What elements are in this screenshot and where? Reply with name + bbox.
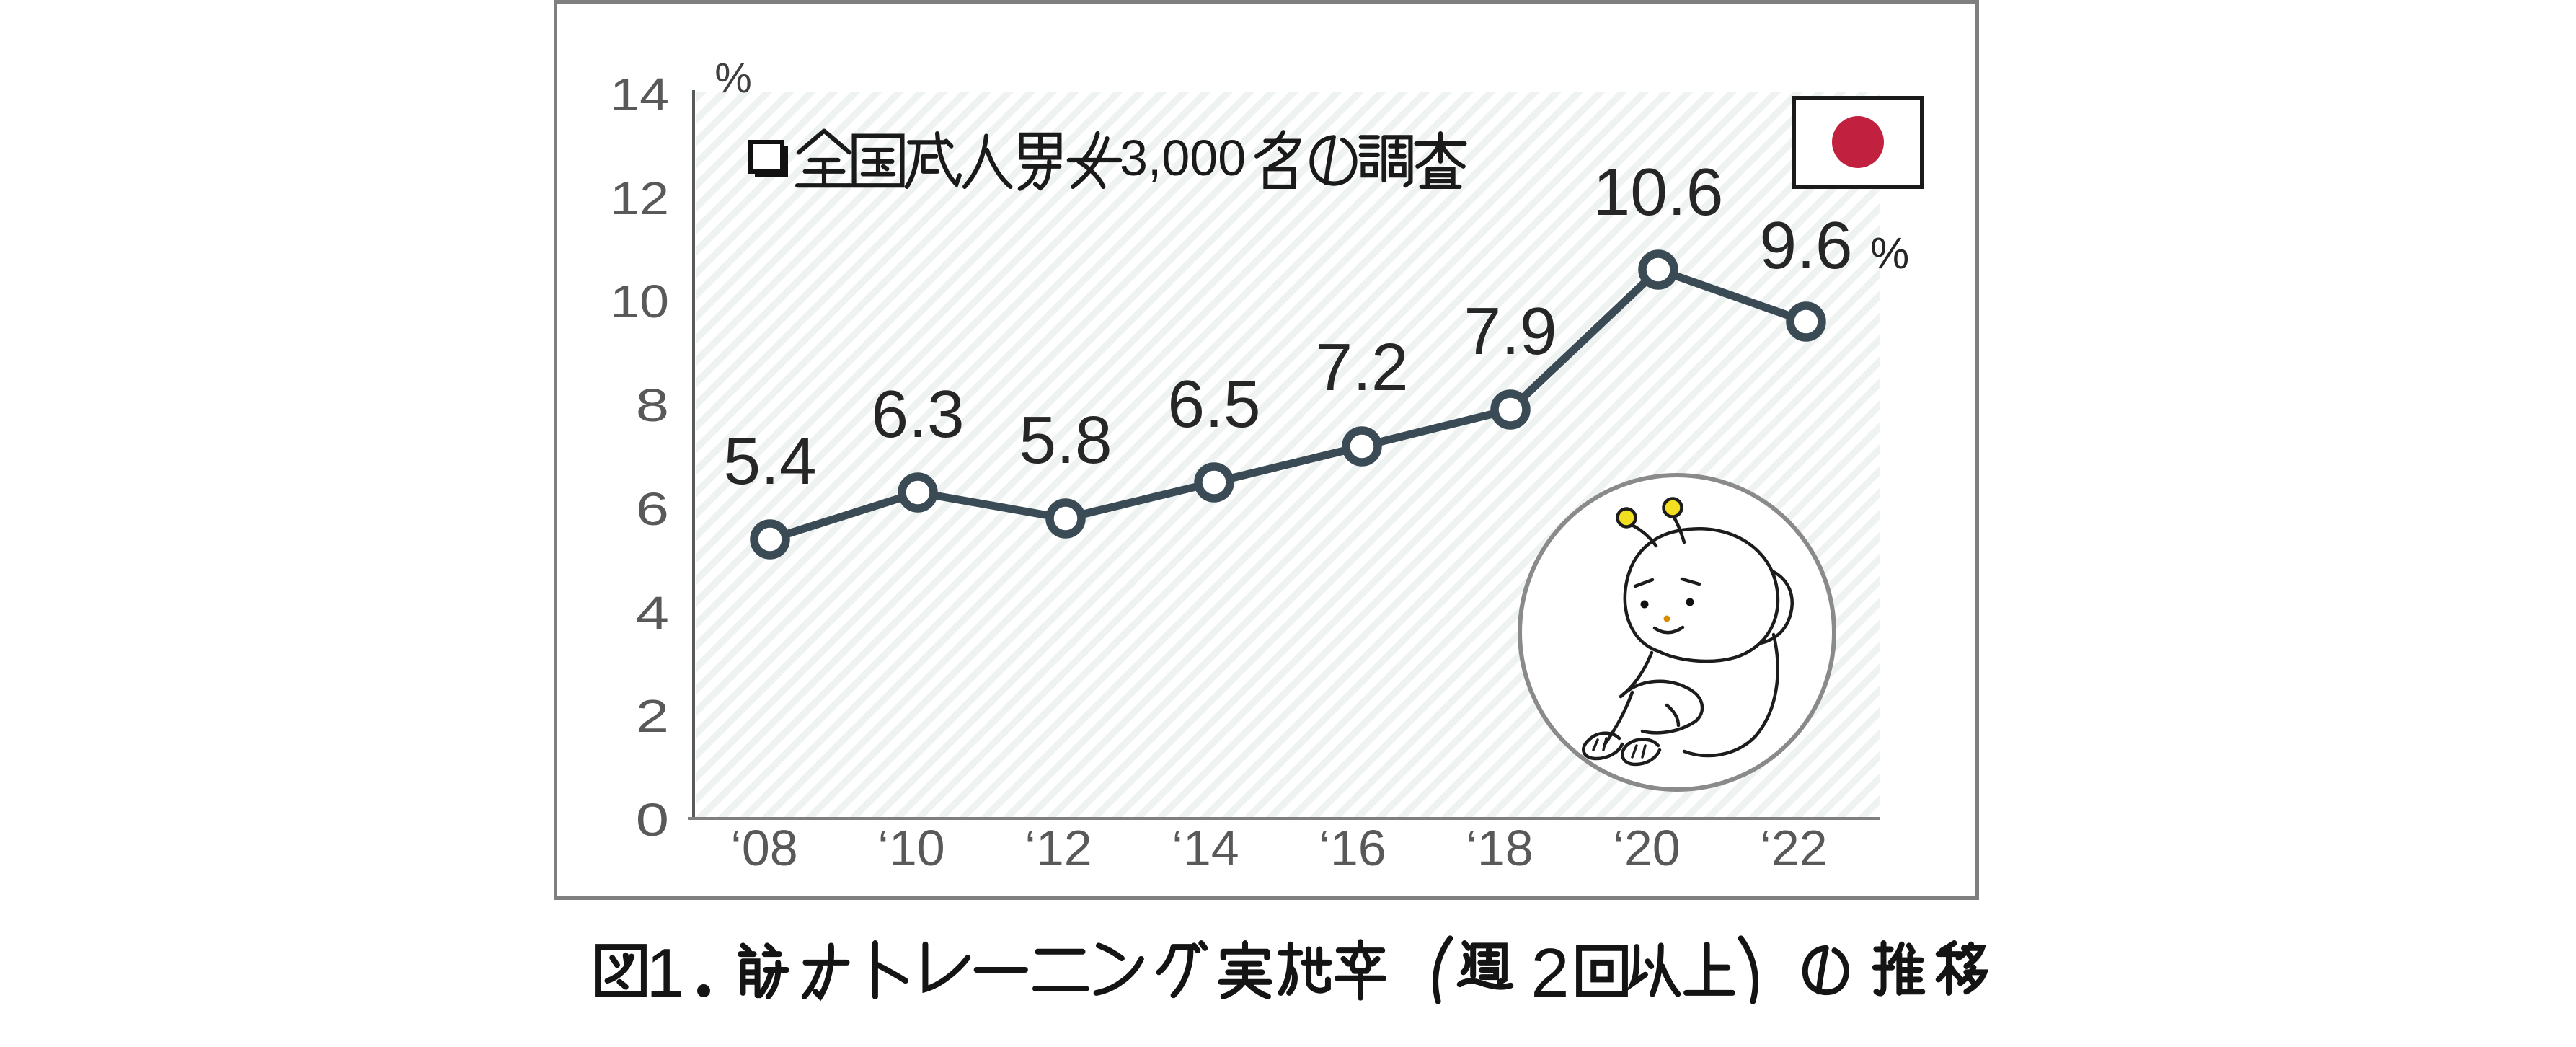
svg-text:5.8: 5.8 — [1019, 402, 1112, 477]
svg-text:4: 4 — [636, 587, 669, 639]
svg-text:0: 0 — [636, 794, 669, 846]
svg-text:8: 8 — [636, 379, 669, 431]
svg-text:7.2: 7.2 — [1315, 330, 1408, 405]
svg-text:9.6: 9.6 — [1759, 208, 1852, 283]
svg-text:‘14: ‘14 — [1172, 820, 1239, 876]
svg-text:%: % — [714, 55, 752, 102]
svg-text:5.4: 5.4 — [723, 423, 816, 498]
svg-text:‘20: ‘20 — [1613, 820, 1680, 876]
svg-text:‘10: ‘10 — [877, 820, 944, 876]
svg-text:2: 2 — [1531, 935, 1569, 1012]
svg-text:6: 6 — [636, 483, 669, 535]
svg-text:6.3: 6.3 — [871, 376, 964, 451]
svg-text:1: 1 — [646, 935, 684, 1012]
svg-text:3,000: 3,000 — [1120, 130, 1246, 186]
svg-text:2: 2 — [636, 690, 669, 742]
svg-text:‘22: ‘22 — [1760, 820, 1827, 876]
svg-text:10.6: 10.6 — [1593, 154, 1723, 229]
svg-text:%: % — [1870, 229, 1909, 278]
svg-text:‘16: ‘16 — [1319, 820, 1386, 876]
svg-text:12: 12 — [610, 172, 669, 224]
svg-text:10: 10 — [610, 275, 669, 327]
svg-text:14: 14 — [610, 69, 669, 120]
svg-text:‘18: ‘18 — [1466, 820, 1533, 876]
svg-text:‘12: ‘12 — [1024, 820, 1092, 876]
svg-text:7.9: 7.9 — [1464, 293, 1557, 368]
svg-text:‘08: ‘08 — [730, 820, 797, 876]
svg-text:6.5: 6.5 — [1167, 366, 1260, 441]
